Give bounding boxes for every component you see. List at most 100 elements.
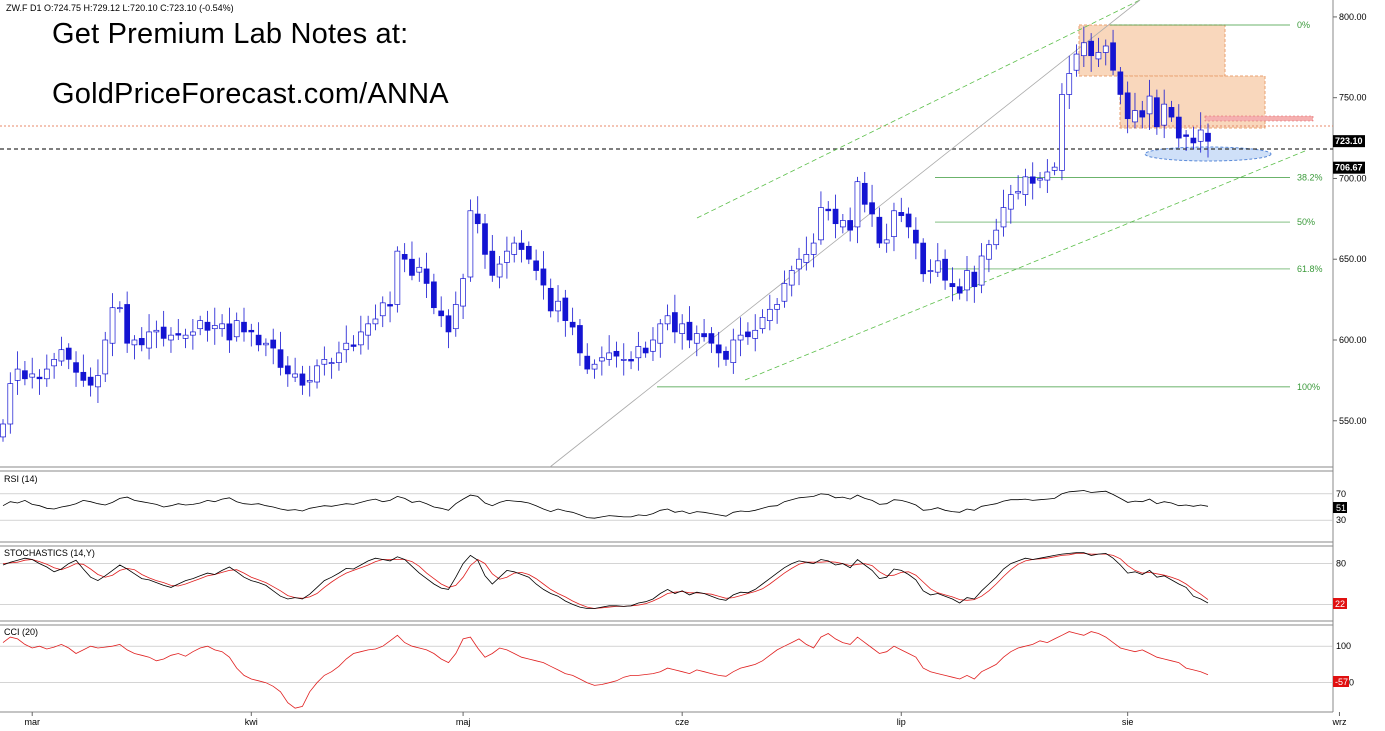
level-label: 80 bbox=[1336, 559, 1346, 569]
candle-body bbox=[102, 339, 109, 375]
candle-body bbox=[796, 258, 802, 270]
level-label: 100 bbox=[1336, 641, 1351, 651]
candle-body bbox=[1080, 42, 1087, 57]
price-tag-box bbox=[1333, 135, 1365, 148]
candle-body bbox=[832, 208, 839, 225]
candle-body bbox=[109, 307, 116, 344]
candle-body bbox=[116, 307, 123, 310]
candle-body bbox=[204, 321, 211, 331]
candle-body bbox=[591, 363, 598, 370]
stochastics-panel: STOCHASTICS (14,Y) 8020 22 bbox=[0, 545, 1347, 622]
candle-body bbox=[956, 286, 963, 294]
fib-label: 100% bbox=[1297, 382, 1320, 392]
candle-body bbox=[803, 254, 810, 263]
candle-body bbox=[306, 380, 313, 383]
candle-body bbox=[1117, 71, 1124, 95]
candle-body bbox=[1066, 73, 1073, 95]
candle-body bbox=[43, 368, 50, 380]
rsi-line bbox=[2, 490, 1209, 519]
candlesticks bbox=[0, 26, 1211, 442]
candle-body bbox=[438, 310, 445, 317]
price-tag-label: 706.67 bbox=[1335, 163, 1363, 173]
candle-body bbox=[1095, 52, 1102, 60]
candle-body bbox=[971, 271, 978, 288]
candle-body bbox=[913, 229, 919, 244]
candle-body bbox=[284, 365, 291, 375]
candle-body bbox=[1132, 110, 1138, 123]
candle-body bbox=[642, 347, 649, 354]
candle-body bbox=[818, 207, 824, 241]
candle-body bbox=[87, 376, 94, 386]
candle-body bbox=[679, 323, 686, 334]
candle-body bbox=[708, 333, 715, 344]
candle-body bbox=[423, 268, 430, 284]
candle-body bbox=[723, 350, 729, 360]
candle-body bbox=[861, 182, 868, 205]
price-tick-label: 800.00 bbox=[1339, 12, 1367, 22]
candle-body bbox=[891, 210, 897, 237]
candle-body bbox=[357, 331, 364, 346]
price-tick-label: 650.00 bbox=[1339, 254, 1367, 264]
level-label: 30 bbox=[1336, 515, 1346, 525]
price-tags: 723.10 706.67 bbox=[1333, 135, 1365, 174]
month-label: cze bbox=[675, 717, 689, 727]
cci-panel: CCI (20) 100-100 -57 bbox=[0, 624, 1354, 713]
candle-body bbox=[693, 333, 700, 344]
candle-body bbox=[672, 312, 678, 333]
rsi-last-value: 51 bbox=[1336, 503, 1346, 513]
month-label: wrz bbox=[1331, 717, 1346, 727]
candle-body bbox=[219, 323, 225, 330]
promo-line-1: Get Premium Lab Notes at: bbox=[52, 18, 409, 50]
candle-body bbox=[168, 334, 174, 341]
candle-body bbox=[1073, 53, 1080, 71]
candle-body bbox=[847, 220, 854, 231]
candle-body bbox=[569, 321, 576, 328]
candle-body bbox=[1000, 207, 1007, 228]
candle-body bbox=[160, 326, 167, 339]
candle-body bbox=[1168, 107, 1175, 118]
candle-body bbox=[401, 254, 408, 260]
price-axis: 800.00 750.00 700.00 650.00 600.00 550.00 bbox=[1333, 12, 1367, 426]
candle-body bbox=[146, 331, 152, 349]
candle-body bbox=[1007, 194, 1014, 210]
month-label: maj bbox=[456, 717, 471, 727]
candle-body bbox=[482, 223, 488, 255]
candle-body bbox=[562, 297, 569, 321]
candle-body bbox=[839, 220, 846, 228]
candle-body bbox=[1183, 134, 1189, 137]
candle-body bbox=[1088, 40, 1095, 57]
candle-body bbox=[986, 244, 992, 260]
rsi-label: RSI (14) bbox=[4, 474, 38, 484]
candle-body bbox=[365, 323, 372, 336]
candle-body bbox=[343, 342, 350, 351]
stochastics-k-line bbox=[2, 552, 1209, 609]
candle-body bbox=[211, 325, 218, 330]
candle-body bbox=[1015, 191, 1021, 194]
candle-body bbox=[1029, 176, 1036, 184]
stochastics-label: STOCHASTICS (14,Y) bbox=[4, 548, 95, 558]
candle-body bbox=[628, 359, 634, 362]
month-label: lip bbox=[897, 717, 906, 727]
candle-body bbox=[95, 375, 101, 388]
candle-body bbox=[372, 318, 379, 325]
candle-body bbox=[182, 334, 189, 339]
price-tick-label: 600.00 bbox=[1339, 335, 1367, 345]
month-label: kwi bbox=[245, 717, 258, 727]
candle-body bbox=[445, 315, 452, 333]
candle-body bbox=[474, 213, 481, 225]
candle-body bbox=[7, 383, 14, 425]
cci-line bbox=[2, 631, 1209, 709]
candle-body bbox=[1051, 166, 1058, 171]
candle-body bbox=[1139, 110, 1146, 118]
candle-body bbox=[255, 334, 262, 346]
candle-body bbox=[1059, 94, 1065, 171]
candle-body bbox=[233, 320, 240, 338]
candle-body bbox=[525, 245, 532, 260]
candle-body bbox=[496, 263, 503, 278]
candle-body bbox=[263, 342, 269, 346]
candle-body bbox=[197, 320, 204, 330]
candle-body bbox=[241, 321, 247, 333]
candle-body bbox=[328, 362, 335, 364]
candle-body bbox=[138, 338, 145, 346]
candle-body bbox=[686, 321, 693, 341]
